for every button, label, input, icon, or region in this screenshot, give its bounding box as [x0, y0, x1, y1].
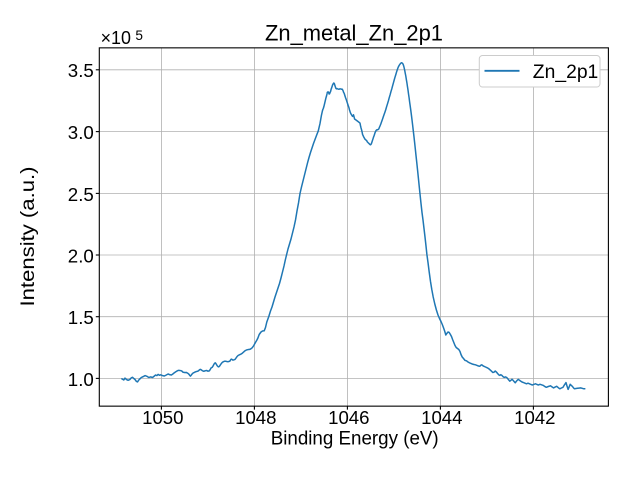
svg-text:1046: 1046 — [328, 408, 369, 428]
svg-text:1048: 1048 — [235, 408, 276, 428]
svg-text:5: 5 — [135, 28, 143, 43]
svg-text:Intensity (a.u.): Intensity (a.u.) — [18, 167, 39, 307]
svg-text:1050: 1050 — [142, 408, 183, 428]
svg-text:Zn_2p1: Zn_2p1 — [533, 61, 599, 83]
svg-text:1042: 1042 — [514, 408, 555, 428]
svg-text:3.0: 3.0 — [68, 123, 94, 143]
svg-text:2.5: 2.5 — [68, 185, 94, 205]
svg-text:1.5: 1.5 — [68, 308, 94, 328]
svg-text:×10: ×10 — [101, 28, 131, 48]
svg-text:1.0: 1.0 — [68, 370, 94, 390]
svg-text:Zn_metal_Zn_2p1: Zn_metal_Zn_2p1 — [265, 20, 443, 45]
svg-text:1044: 1044 — [421, 408, 462, 428]
svg-text:Binding Energy (eV): Binding Energy (eV) — [271, 429, 439, 450]
svg-text:3.5: 3.5 — [68, 61, 94, 81]
svg-text:2.0: 2.0 — [68, 246, 94, 266]
